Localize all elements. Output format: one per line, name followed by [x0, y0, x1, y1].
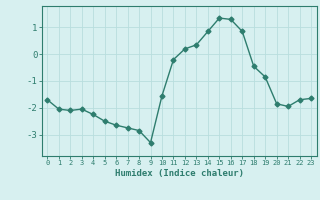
X-axis label: Humidex (Indice chaleur): Humidex (Indice chaleur): [115, 169, 244, 178]
